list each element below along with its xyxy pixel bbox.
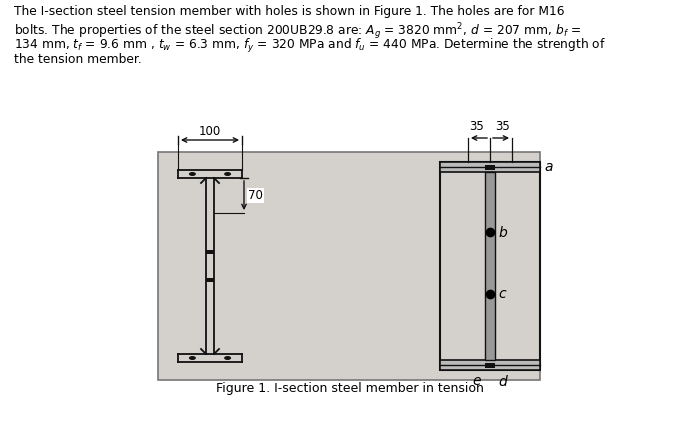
Text: $b$: $b$ — [498, 225, 508, 240]
Text: The I-section steel tension member with holes is shown in Figure 1. The holes ar: The I-section steel tension member with … — [14, 5, 564, 18]
Ellipse shape — [189, 356, 196, 360]
Text: $a$: $a$ — [544, 160, 554, 174]
Bar — [206, 250, 214, 254]
Text: the tension member.: the tension member. — [14, 53, 141, 66]
Bar — [440, 162, 540, 370]
Bar — [440, 360, 540, 370]
Bar — [485, 172, 495, 360]
Bar — [485, 363, 495, 368]
Text: 35: 35 — [496, 120, 510, 133]
Bar — [440, 162, 540, 172]
Text: 100: 100 — [199, 125, 221, 138]
Text: 35: 35 — [470, 120, 484, 133]
Bar — [485, 165, 495, 170]
Text: bolts. The properties of the steel section 200UB29.8 are: $A_g$ = 3820 mm$^2$, $: bolts. The properties of the steel secti… — [14, 21, 581, 41]
Text: $e$: $e$ — [472, 374, 482, 388]
Text: 134 mm, $t_f$ = 9.6 mm , $t_w$ = 6.3 mm, $f_y$ = 320 MPa and $f_u$ = 440 MPa. De: 134 mm, $t_f$ = 9.6 mm , $t_w$ = 6.3 mm,… — [14, 37, 606, 55]
Ellipse shape — [224, 356, 231, 360]
Bar — [206, 278, 214, 282]
Text: $d$: $d$ — [498, 374, 508, 389]
Ellipse shape — [189, 172, 196, 176]
Text: Figure 1. I-section steel member in tension: Figure 1. I-section steel member in tens… — [216, 382, 484, 395]
Ellipse shape — [224, 172, 231, 176]
Bar — [158, 152, 540, 380]
Text: $c$: $c$ — [498, 287, 508, 301]
Text: 70: 70 — [248, 189, 263, 202]
